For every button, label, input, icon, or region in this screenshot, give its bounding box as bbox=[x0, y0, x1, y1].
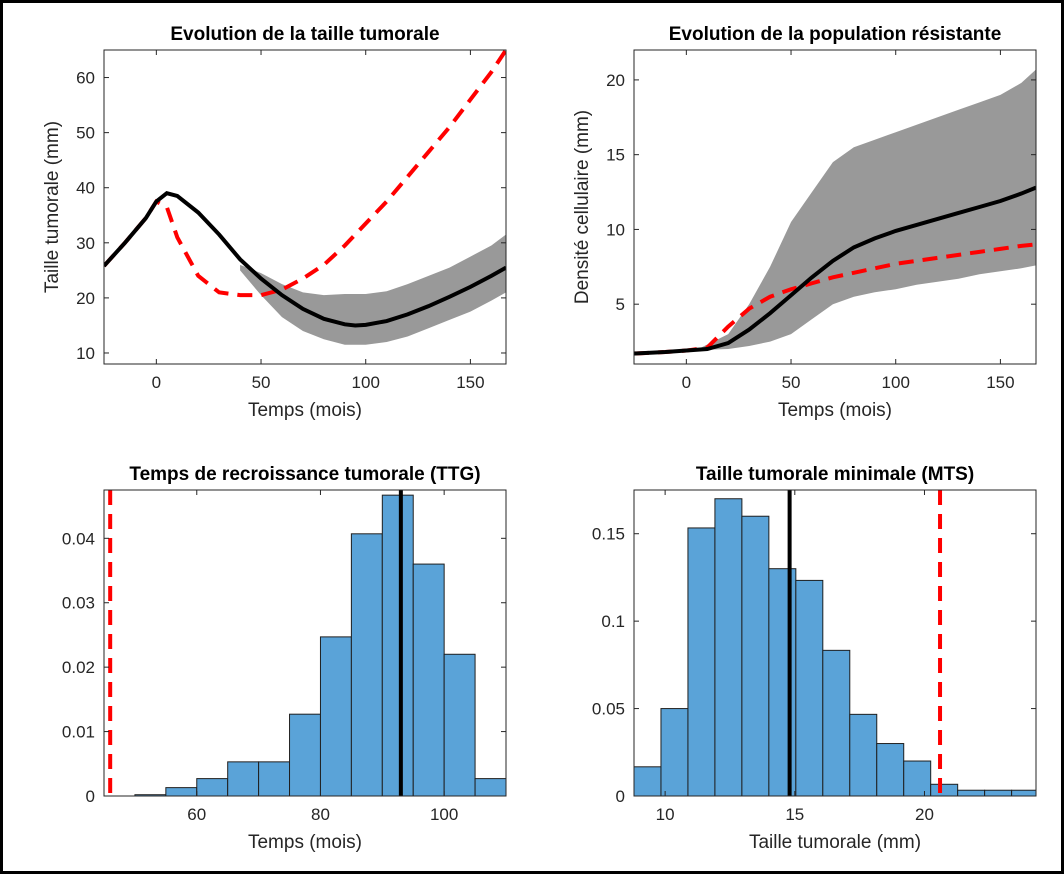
confidence-band-0 bbox=[240, 234, 506, 345]
histogram-bar-2-11 bbox=[474, 778, 506, 796]
y-tick-label-0-4: 50 bbox=[76, 124, 95, 143]
y-tick-label-1-2: 15 bbox=[606, 146, 625, 165]
histogram-bar-2-3 bbox=[227, 761, 260, 796]
x-axis-label-0: Temps (mois) bbox=[248, 400, 362, 421]
plot-content-3 bbox=[634, 490, 1036, 796]
y-tick-label-3-0: 0 bbox=[616, 787, 625, 806]
histogram-bar-2-5 bbox=[289, 713, 321, 796]
x-tick-label-2-0: 60 bbox=[187, 805, 206, 824]
chart-title-1: Evolution de la population résistante bbox=[669, 24, 1002, 45]
y-tick-label-0-0: 10 bbox=[76, 344, 95, 363]
histogram-bar-2-6 bbox=[319, 636, 352, 796]
axes-box-3 bbox=[633, 489, 1037, 797]
chart-title-2: Temps de recroissance tumorale (TTG) bbox=[129, 464, 480, 485]
chart-title-0: Evolution de la taille tumorale bbox=[170, 24, 439, 45]
y-tick-label-0-5: 60 bbox=[76, 69, 95, 88]
x-axis-label-3: Taille tumorale (mm) bbox=[749, 832, 921, 853]
reference-series-line-1 bbox=[634, 242, 1036, 356]
x-tick-label-1-1: 50 bbox=[782, 373, 801, 392]
histogram-bar-3-10 bbox=[903, 760, 932, 796]
histogram-bar-3-2 bbox=[687, 527, 716, 796]
x-tick-label-2-1: 80 bbox=[311, 805, 330, 824]
x-tick-label-0-2: 100 bbox=[352, 373, 380, 392]
y-tick-label-1-1: 10 bbox=[606, 220, 625, 239]
histogram-bar-2-1 bbox=[165, 787, 198, 796]
histogram-bar-3-4 bbox=[741, 515, 770, 796]
histogram-bar-3-3 bbox=[714, 498, 743, 796]
y-tick-label-3-1: 0.05 bbox=[592, 700, 625, 719]
y-tick-label-3-3: 0.15 bbox=[592, 525, 625, 544]
histogram-bar-2-9 bbox=[412, 563, 445, 796]
y-axis-label-1: Densité cellulaire (mm) bbox=[572, 110, 593, 304]
x-tick-label-1-2: 100 bbox=[882, 373, 910, 392]
histogram-bar-2-7 bbox=[350, 533, 383, 796]
mean-series-line-1 bbox=[634, 185, 1036, 356]
histogram-bar-3-12 bbox=[957, 789, 986, 796]
y-tick-label-0-3: 40 bbox=[76, 179, 95, 198]
plot-content-2 bbox=[108, 490, 506, 796]
mean-series-line-0 bbox=[104, 191, 506, 328]
histogram-bar-3-9 bbox=[876, 743, 905, 796]
x-tick-label-3-2: 20 bbox=[915, 805, 934, 824]
axes-box-2 bbox=[103, 489, 507, 797]
x-tick-label-0-1: 50 bbox=[252, 373, 271, 392]
reference-series-line-0 bbox=[104, 50, 506, 298]
y-tick-label-2-2: 0.02 bbox=[62, 658, 95, 677]
histogram-bar-2-2 bbox=[196, 778, 229, 796]
x-tick-label-0-3: 150 bbox=[456, 373, 484, 392]
histogram-bar-3-6 bbox=[795, 579, 824, 796]
y-tick-label-2-1: 0.01 bbox=[62, 723, 95, 742]
y-tick-label-2-4: 0.04 bbox=[62, 529, 95, 548]
histogram-bar-3-1 bbox=[660, 708, 689, 796]
histogram-bar-3-14 bbox=[1011, 789, 1036, 796]
y-tick-label-2-0: 0 bbox=[86, 787, 95, 806]
x-tick-label-1-0: 0 bbox=[682, 373, 691, 392]
chart-title-3: Taille tumorale minimale (MTS) bbox=[696, 464, 974, 485]
x-tick-label-0-0: 0 bbox=[152, 373, 161, 392]
histogram-bar-3-11 bbox=[930, 783, 959, 796]
histogram-bar-3-0 bbox=[634, 766, 662, 796]
plot-content-0 bbox=[104, 50, 506, 345]
axes-box-0 bbox=[103, 49, 507, 365]
x-tick-label-3-1: 15 bbox=[785, 805, 804, 824]
confidence-band-1 bbox=[696, 69, 1036, 350]
y-axis-label-0: Taille tumorale (mm) bbox=[42, 121, 63, 293]
histogram-bar-3-8 bbox=[849, 713, 878, 796]
histogram-bar-3-13 bbox=[984, 789, 1013, 796]
histogram-bar-3-7 bbox=[822, 649, 851, 796]
histogram-bar-2-10 bbox=[443, 653, 476, 796]
y-tick-label-2-3: 0.03 bbox=[62, 594, 95, 613]
y-tick-label-0-1: 20 bbox=[76, 289, 95, 308]
x-tick-label-2-2: 100 bbox=[430, 805, 458, 824]
y-tick-label-3-2: 0.1 bbox=[601, 612, 625, 631]
plot-content-1 bbox=[634, 69, 1036, 356]
axes-box-1 bbox=[633, 49, 1037, 365]
x-tick-label-1-3: 150 bbox=[986, 373, 1014, 392]
histogram-bar-3-5 bbox=[768, 568, 797, 796]
x-tick-label-3-0: 10 bbox=[656, 805, 675, 824]
y-tick-label-1-0: 5 bbox=[616, 295, 625, 314]
y-tick-label-0-2: 30 bbox=[76, 234, 95, 253]
y-tick-label-1-3: 20 bbox=[606, 71, 625, 90]
x-axis-label-2: Temps (mois) bbox=[248, 832, 362, 853]
histogram-bar-2-4 bbox=[258, 761, 291, 796]
histogram-bar-2-8 bbox=[381, 494, 414, 796]
x-axis-label-1: Temps (mois) bbox=[778, 400, 892, 421]
